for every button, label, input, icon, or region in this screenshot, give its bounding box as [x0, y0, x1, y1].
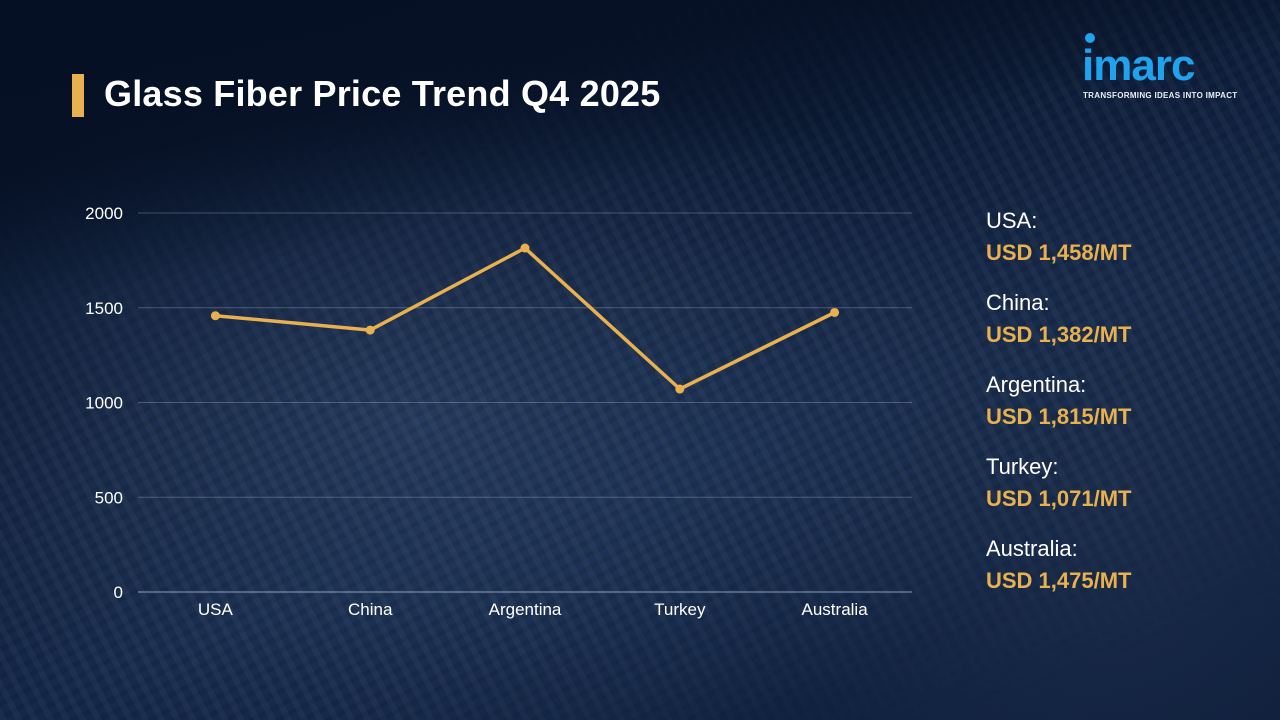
price-line [213, 246, 837, 391]
logo-tagline: TRANSFORMING IDEAS INTO IMPACT [1083, 91, 1238, 100]
y-tick-label: 0 [114, 583, 123, 602]
price-item-argentina: Argentina: USD 1,815/MT [986, 372, 1132, 436]
imarc-logo: imarc TRANSFORMING IDEAS INTO IMPACT [1082, 30, 1246, 104]
price-item-turkey: Turkey: USD 1,071/MT [986, 454, 1132, 518]
price-item-usa: USA: USD 1,458/MT [986, 208, 1132, 272]
line-chart: 0 500 1000 1500 2000 USA China Argentina Turkey A… [85, 204, 912, 619]
page-title: Glass Fiber Price Trend Q4 2025 [104, 73, 661, 114]
x-tick-label: USA [198, 600, 234, 619]
price-summary-panel: USA: USD 1,458/MT China: USD 1,382/MT Ar… [986, 208, 1132, 618]
country-label: China: [986, 290, 1050, 315]
price-value: USD 1,382/MT [986, 322, 1132, 347]
logo-dot-icon [1085, 33, 1095, 43]
price-item-australia: Australia: USD 1,475/MT [986, 536, 1132, 600]
price-item-china: China: USD 1,382/MT [986, 290, 1132, 354]
x-tick-label: Argentina [489, 600, 562, 619]
country-label: Argentina: [986, 372, 1087, 397]
data-point-marker [675, 384, 685, 394]
x-tick-label: China [348, 600, 393, 619]
logo-wordmark: imarc [1082, 41, 1195, 90]
price-value: USD 1,458/MT [986, 240, 1132, 265]
x-tick-label: Turkey [654, 600, 706, 619]
data-point-marker [365, 325, 375, 335]
title-accent-bar [72, 74, 84, 117]
price-value: USD 1,071/MT [986, 486, 1132, 511]
country-label: Turkey: [986, 454, 1059, 479]
y-tick-label: 2000 [85, 204, 123, 223]
data-point-marker [520, 243, 530, 253]
data-point-marker [210, 311, 220, 321]
price-value: USD 1,815/MT [986, 404, 1132, 429]
country-label: Australia: [986, 536, 1078, 561]
y-tick-label: 1000 [85, 394, 123, 413]
price-value: USD 1,475/MT [986, 568, 1132, 593]
country-label: USA: [986, 208, 1038, 233]
data-point-marker [830, 307, 840, 317]
y-tick-label: 1500 [85, 299, 123, 318]
x-tick-label: Australia [802, 600, 869, 619]
y-tick-label: 500 [95, 488, 123, 507]
